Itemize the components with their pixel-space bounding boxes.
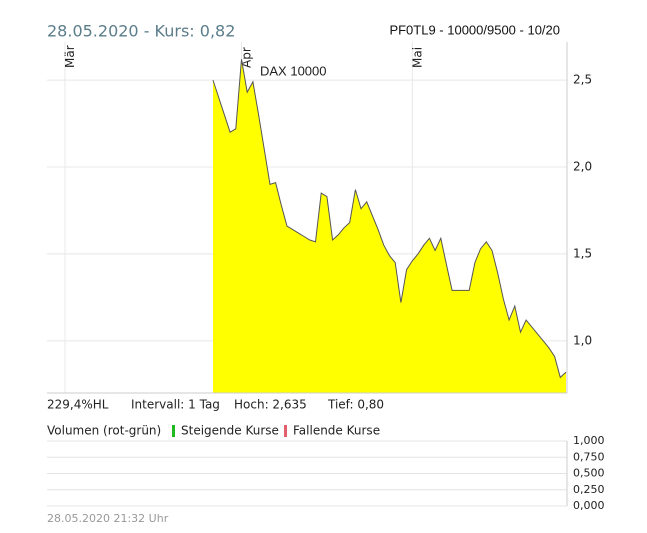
legend-label: Steigende Kurse: [181, 424, 279, 438]
x-tick-label: Apr: [239, 47, 253, 68]
y-tick-label: 0,500: [573, 467, 605, 480]
price-line: [212, 59, 567, 379]
y-tick-label: 1,0: [573, 333, 592, 347]
header-product: PF0TL9 - 10000/9500 - 10/20: [389, 22, 560, 37]
y-tick-label: 0,750: [573, 450, 605, 463]
price-area: [213, 59, 566, 393]
header-price: 28.05.2020 - Kurs: 0,82: [47, 22, 235, 41]
y-tick-label: 0,000: [573, 499, 605, 512]
stat: Hoch: 2,635: [234, 398, 307, 412]
y-tick-label: 2,5: [573, 73, 592, 87]
volume-title: Volumen (rot-grün): [47, 424, 161, 438]
x-tick-label: Mär: [63, 45, 77, 68]
legend-swatch: [284, 425, 287, 437]
stat: Intervall: 1 Tag: [131, 398, 220, 412]
annotation: DAX 10000: [260, 63, 327, 78]
y-tick-label: 2,0: [573, 160, 592, 174]
legend-swatch: [172, 425, 175, 437]
y-tick-label: 0,250: [573, 483, 605, 496]
x-tick-label: Mai: [410, 47, 424, 68]
stat: Tief: 0,80: [327, 398, 384, 412]
y-tick-label: 1,5: [573, 246, 592, 260]
legend-label: Fallende Kurse: [293, 424, 380, 438]
footer-timestamp: 28.05.2020 21:32 Uhr: [47, 512, 169, 525]
y-tick-label: 1,000: [573, 434, 605, 447]
stat: 229,4%HL: [47, 398, 109, 412]
